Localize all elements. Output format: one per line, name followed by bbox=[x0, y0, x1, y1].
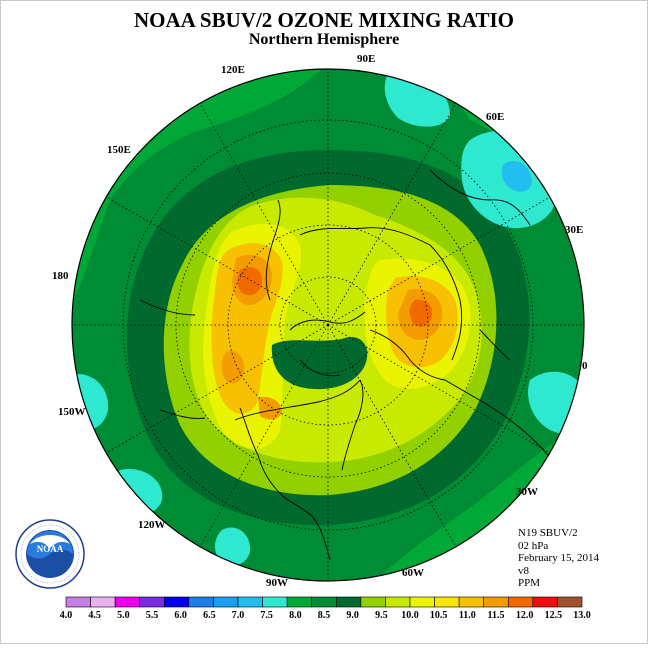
colorbar: 4.0 4.5 5.0 5.5 6.0 6.5 7.0 7.5 8.0 8.5 9.0 9.5 10.0… bbox=[60, 596, 591, 621]
lon-label-90w: 90W bbox=[266, 577, 288, 589]
colorbar-tick-label: 9.0 bbox=[346, 610, 359, 621]
colorbar-swatch bbox=[507, 596, 534, 608]
colorbar-swatch bbox=[335, 596, 362, 608]
colorbar-swatch bbox=[114, 596, 141, 608]
colorbar-swatch bbox=[237, 596, 263, 608]
lon-label-120w: 120W bbox=[138, 519, 166, 531]
lon-label-90e: 90E bbox=[357, 53, 375, 65]
colorbar-tick-label: 8.0 bbox=[289, 610, 302, 621]
satellite-label: N19 SBUV/2 bbox=[518, 527, 578, 539]
colorbar-swatch bbox=[409, 596, 435, 608]
lon-label-60w: 60W bbox=[402, 567, 424, 579]
page-title: NOAA SBUV/2 OZONE MIXING RATIO bbox=[134, 8, 514, 32]
graticule bbox=[72, 69, 584, 581]
colorbar-swatch bbox=[188, 596, 214, 608]
lon-label-150e: 150E bbox=[107, 144, 131, 156]
colorbar-tick-label: 11.0 bbox=[459, 610, 476, 621]
colorbar-tick-label: 10.0 bbox=[401, 610, 419, 621]
colorbar-tick-label: 11.5 bbox=[488, 610, 505, 621]
colorbar-swatch bbox=[262, 596, 288, 608]
colorbar-swatch bbox=[213, 596, 239, 608]
colorbar-tick-label: 7.0 bbox=[232, 610, 245, 621]
lon-label-180: 180 bbox=[52, 270, 69, 282]
colorbar-swatch bbox=[434, 596, 460, 608]
colorbar-tick-label: 12.0 bbox=[516, 610, 534, 621]
lon-label-120e: 120E bbox=[221, 64, 245, 76]
pressure-label: 02 hPa bbox=[518, 539, 549, 552]
colorbar-tick-label: 8.5 bbox=[318, 610, 331, 621]
map-border bbox=[71, 68, 585, 582]
coastlines bbox=[139, 169, 561, 561]
colorbar-tick-label: 7.5 bbox=[260, 610, 273, 621]
colorbar-swatch bbox=[90, 596, 116, 608]
colorbar-tick-label: 5.5 bbox=[146, 610, 159, 621]
lon-label-60e: 60E bbox=[486, 111, 504, 123]
colorbar-tick-label: 12.5 bbox=[545, 610, 563, 621]
colorbar-tick-label: 9.5 bbox=[375, 610, 388, 621]
colorbar-swatch bbox=[385, 596, 411, 608]
version-label: v8 bbox=[518, 564, 529, 577]
colorbar-tick-label: 13.0 bbox=[573, 610, 591, 621]
colorbar-swatch bbox=[483, 596, 509, 608]
colorbar-swatch bbox=[163, 596, 190, 608]
page-subtitle: Northern Hemisphere bbox=[248, 31, 400, 48]
units-label: PPM bbox=[518, 577, 541, 589]
lon-label-30e: 30E bbox=[565, 224, 583, 236]
colorbar-tick-label: 10.5 bbox=[430, 610, 448, 621]
colorbar-swatch bbox=[311, 596, 337, 608]
noaa-logo-text: NOAA bbox=[37, 544, 64, 554]
colorbar-swatch bbox=[557, 596, 583, 608]
colorbar-tick-label: 6.5 bbox=[203, 610, 216, 621]
noaa-logo: NOAA bbox=[15, 519, 85, 589]
lon-label-0: 0 bbox=[582, 360, 588, 372]
date-label: February 15, 2014 bbox=[518, 552, 599, 564]
lon-label-30w: 30W bbox=[516, 486, 538, 498]
colorbar-tick-label: 4.0 bbox=[60, 610, 73, 621]
lon-label-150w: 150W bbox=[58, 406, 86, 418]
colorbar-swatch bbox=[65, 596, 91, 608]
info-panel: N19 SBUV/2 02 hPa February 15, 2014 v8 P… bbox=[518, 527, 599, 590]
colorbar-swatch bbox=[360, 596, 386, 608]
colorbar-tick-label: 5.0 bbox=[117, 610, 130, 621]
colorbar-swatch bbox=[286, 596, 313, 608]
colorbar-swatch bbox=[139, 596, 165, 608]
colorbar-swatch bbox=[532, 596, 558, 608]
colorbar-swatch bbox=[458, 596, 485, 608]
colorbar-tick-label: 4.5 bbox=[88, 610, 101, 621]
colorbar-tick-label: 6.0 bbox=[174, 610, 187, 621]
